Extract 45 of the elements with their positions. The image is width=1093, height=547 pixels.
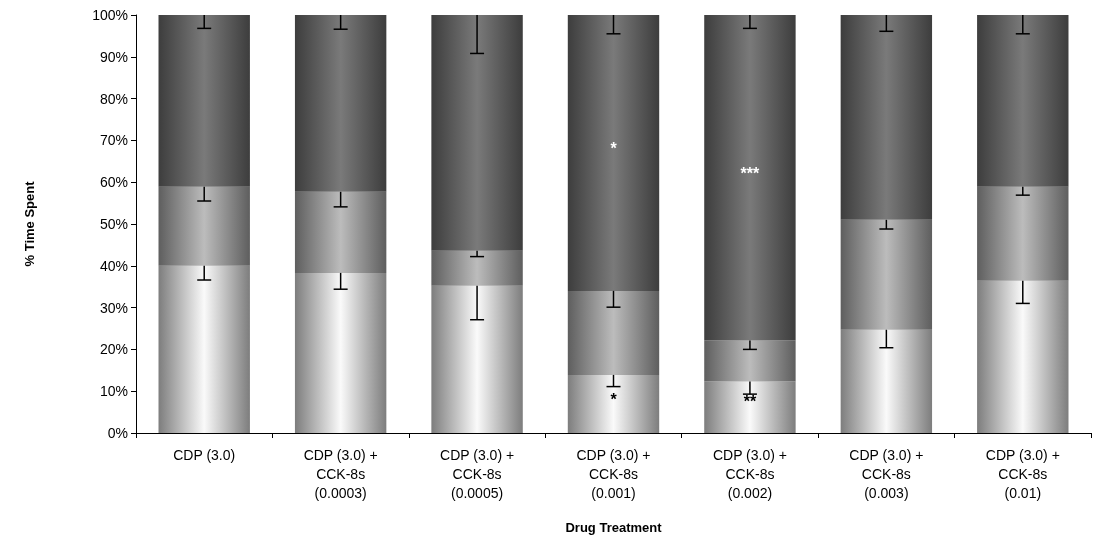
bar <box>704 340 796 382</box>
bar <box>977 186 1069 281</box>
x-tick-label: CDP (3.0) + CCK-8s (0.001) <box>576 446 651 501</box>
x-tick-label: CDP (3.0) + CCK-8s (0.0003) <box>303 446 378 501</box>
x-tick-label: CDP (3.0) + CCK-8s (0.01) <box>985 446 1060 501</box>
bar <box>977 15 1069 187</box>
y-tick-label: 90% <box>99 48 128 65</box>
bar <box>158 186 250 266</box>
annotation: *** <box>740 165 761 183</box>
bar <box>977 280 1069 433</box>
bar <box>704 381 796 433</box>
y-tick-label: 100% <box>92 7 128 23</box>
bar <box>294 15 387 192</box>
y-tick-label: 40% <box>99 257 128 274</box>
bar <box>840 329 933 433</box>
y-tick-label: 70% <box>99 132 128 149</box>
bar <box>294 191 387 273</box>
annotation: * <box>610 140 618 158</box>
bar <box>567 15 660 291</box>
y-axis-title: % Time Spent <box>22 180 37 267</box>
bar <box>567 374 660 433</box>
bar <box>840 219 933 330</box>
x-axis-title: Drug Treatment <box>565 520 663 535</box>
y-tick-label: 20% <box>99 341 128 358</box>
x-tick-label: CDP (3.0) + CCK-8s (0.003) <box>849 446 924 501</box>
x-tick-label: CDP (3.0) + CCK-8s (0.0005) <box>440 446 515 501</box>
bar <box>840 15 933 220</box>
bar <box>158 15 250 187</box>
x-tick-label: CDP (3.0) <box>173 446 236 463</box>
bar <box>567 290 660 375</box>
bar <box>431 285 523 433</box>
annotation: * <box>610 391 618 409</box>
y-tick-label: 0% <box>107 425 128 441</box>
bar <box>431 15 523 251</box>
bar <box>158 265 250 433</box>
y-tick-label: 80% <box>99 90 128 107</box>
bar <box>294 272 387 433</box>
x-tick-label: CDP (3.0) + CCK-8s (0.002) <box>712 446 787 501</box>
bar <box>431 250 523 286</box>
bar <box>704 15 796 341</box>
y-tick-label: 60% <box>99 174 128 191</box>
y-tick-label: 50% <box>99 216 128 232</box>
annotation: ** <box>743 393 757 411</box>
y-tick-label: 10% <box>99 383 128 400</box>
y-tick-label: 30% <box>99 299 128 316</box>
